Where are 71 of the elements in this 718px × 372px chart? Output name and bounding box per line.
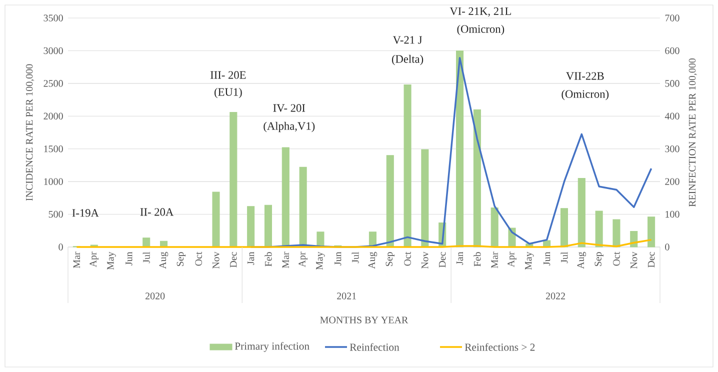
annotation: IV- 20I — [273, 104, 306, 112]
x-tick-label: Feb — [474, 252, 481, 266]
annotation: (EU1) — [214, 88, 242, 98]
x-tick-label: Mar — [282, 252, 289, 268]
x-tick-label: Nov — [630, 252, 638, 269]
x-tick-label: Oct — [613, 252, 620, 266]
x-tick-label: Sep — [386, 252, 394, 266]
x-tick-label: May — [525, 252, 534, 270]
legend-label: Primary infection — [234, 342, 310, 352]
y-tick-label: 3500 — [44, 14, 63, 22]
x-tick-label: Jan — [456, 252, 464, 265]
text: 2020 — [145, 292, 165, 300]
annotation: I-19A — [72, 209, 99, 217]
x-tick-label: Dec — [648, 252, 655, 268]
x-tick-label: Aug — [368, 252, 378, 269]
y2-tick-label: 300 — [665, 145, 680, 152]
y2-axis-title: REINFECTION RATE PER 100,000 — [688, 58, 698, 207]
annotation: II- 20A — [140, 208, 174, 216]
x-axis-title: MONTHS BY YEAR — [320, 316, 408, 324]
x-tick-label: Feb — [264, 252, 272, 266]
x-tick-label: Jul — [142, 252, 150, 264]
x-tick-label: Mar — [491, 252, 498, 268]
text: 2021 — [337, 292, 356, 300]
x-tick-label: Jan — [248, 252, 254, 265]
y-axis-title: INCIDENCE RATE PER 100,000 — [26, 64, 34, 201]
x-tick-label: Dec — [230, 252, 237, 268]
x-tick-label: Sep — [176, 252, 186, 266]
x-tick-label: May — [107, 252, 116, 270]
y-tick-label: 2500 — [44, 80, 63, 87]
x-tick-label: Dec — [439, 252, 446, 268]
y-tick-label: 1500 — [44, 145, 63, 152]
x-tick-label: Oct — [195, 252, 202, 266]
x-tick-label: Oct — [404, 252, 411, 266]
annotation: VII-22B — [566, 72, 604, 80]
y-tick-label: 1000 — [44, 178, 63, 185]
x-tick-label: Mar — [73, 252, 80, 268]
x-tick-label: Jun — [334, 252, 342, 266]
y-tick-label: 2000 — [44, 112, 63, 120]
legend-label: Reinfections > 2 — [464, 343, 535, 351]
x-tick-label: Jul — [352, 252, 359, 264]
x-tick-label: Nov — [422, 252, 428, 269]
x-tick-label: May — [316, 252, 325, 270]
y-tick-label: 500 — [48, 210, 63, 218]
annotation: (Omicron) — [562, 90, 609, 100]
x-tick-label: Apr — [508, 252, 516, 268]
y2-tick-label: 700 — [665, 14, 680, 22]
annotation: (Omicron) — [457, 24, 504, 36]
text: 2022 — [546, 292, 565, 300]
annotation: V-21 J — [392, 36, 422, 44]
y2-tick-label: 100 — [666, 210, 680, 218]
legend-label: Reinfection — [350, 343, 400, 351]
y-tick-label: 0 — [58, 244, 63, 250]
annotation: (Alpha,V1) — [264, 122, 315, 132]
x-tick-label: Apr — [298, 252, 308, 268]
annotation: III- 20E — [210, 71, 246, 79]
y2-tick-label: 200 — [665, 178, 680, 185]
x-tick-label: Nov — [212, 252, 220, 269]
annotation: (Delta) — [392, 54, 424, 66]
x-tick-label: Jul — [560, 252, 568, 264]
y-tick-label: 3000 — [44, 47, 63, 54]
y2-tick-label: 0 — [665, 244, 670, 250]
y2-tick-label: 400 — [664, 112, 680, 120]
y2-tick-label: 600 — [665, 47, 680, 54]
x-tick-label: Sep — [594, 252, 604, 266]
x-tick-label: Jun — [544, 252, 550, 266]
x-tick-label: Aug — [577, 252, 586, 269]
x-tick-label: Jun — [126, 252, 132, 266]
x-tick-label: Apr — [90, 252, 98, 268]
y2-tick-label: 500 — [665, 80, 680, 87]
x-tick-label: Aug — [159, 252, 168, 269]
text: VI- 21K, 21L — [450, 7, 511, 17]
